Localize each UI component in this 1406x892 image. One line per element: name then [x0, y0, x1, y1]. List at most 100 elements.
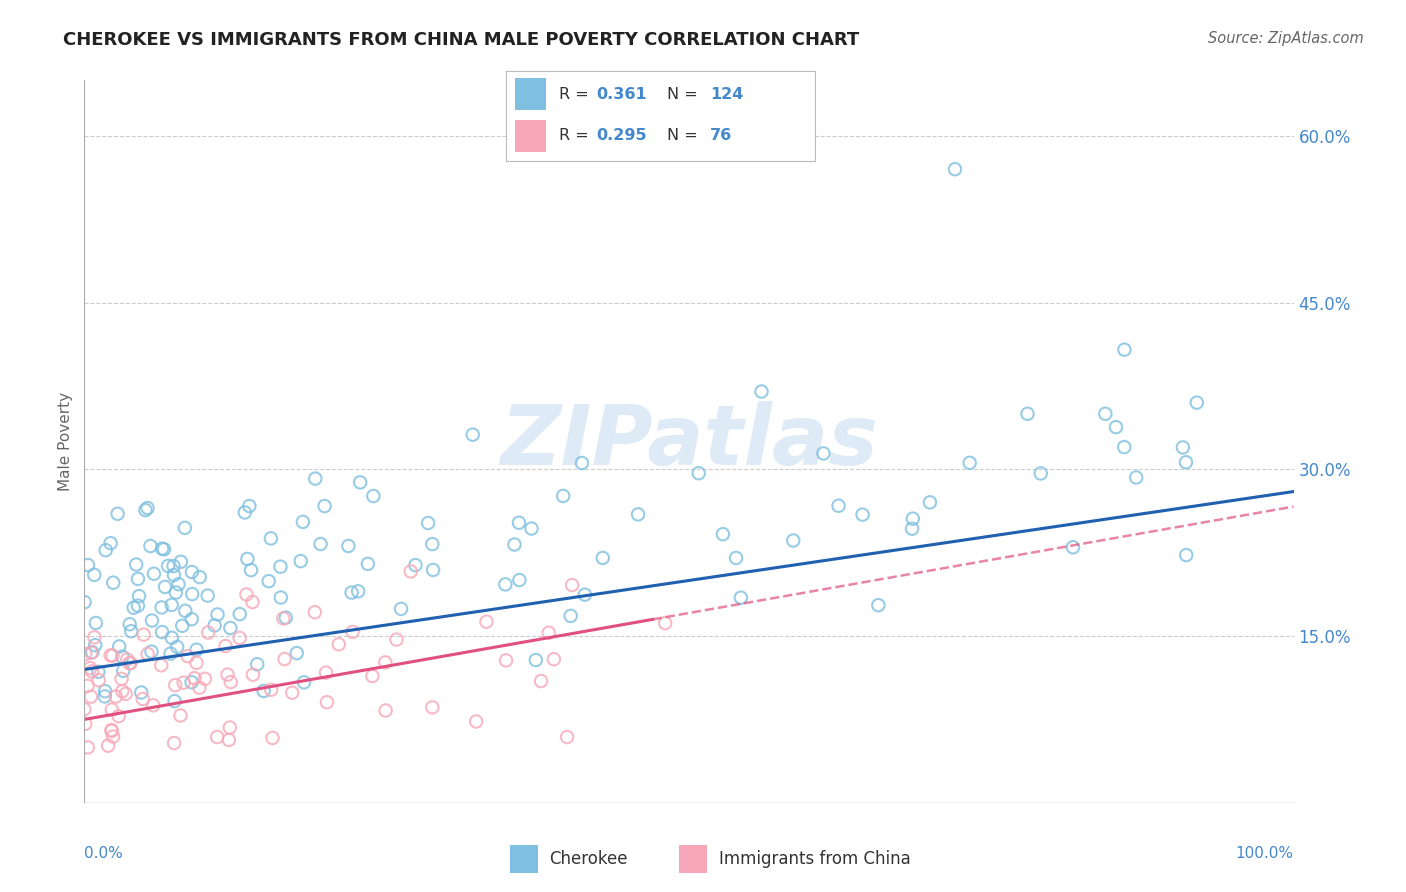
Point [281, 686, 304, 700]
Point [100, 648, 122, 663]
Point [217, 667, 239, 681]
Point [180, 675, 202, 690]
Text: Source: ZipAtlas.com: Source: ZipAtlas.com [1208, 31, 1364, 46]
Point [270, 591, 292, 605]
Point [508, 516, 530, 530]
Point [422, 537, 444, 551]
Point [83, 630, 105, 644]
Point [75, 647, 97, 661]
Point [730, 591, 752, 605]
Point [361, 669, 384, 683]
Text: 76: 76 [710, 128, 733, 143]
Point [166, 640, 188, 654]
Point [104, 690, 127, 704]
Text: R =: R = [558, 128, 593, 143]
Bar [516, 120, 547, 152]
Point [150, 541, 173, 556]
Point [204, 618, 226, 632]
Point [186, 642, 208, 657]
Point [172, 619, 194, 633]
Point [228, 631, 250, 645]
Point [520, 522, 543, 536]
Point [194, 672, 217, 686]
Point [173, 675, 195, 690]
Point [269, 559, 291, 574]
Point [309, 537, 332, 551]
Point [75, 717, 97, 731]
Point [1114, 343, 1136, 357]
Text: 124: 124 [710, 87, 744, 102]
Point [136, 501, 159, 516]
Point [207, 607, 229, 622]
Point [112, 664, 135, 678]
Point [79, 661, 101, 675]
Point [1171, 441, 1194, 455]
Bar [510, 845, 537, 872]
Point [257, 574, 280, 589]
Point [530, 674, 553, 689]
Point [157, 558, 180, 573]
Text: Cherokee: Cherokee [550, 849, 628, 868]
Point [150, 600, 173, 615]
Point [235, 587, 257, 601]
Point [273, 611, 295, 625]
Point [1105, 420, 1128, 434]
Point [80, 690, 103, 704]
Point [100, 723, 122, 738]
Point [374, 704, 396, 718]
Point [627, 508, 650, 522]
Bar [516, 78, 547, 110]
Point [304, 605, 326, 619]
Point [357, 557, 380, 571]
Point [165, 678, 187, 692]
Point [183, 671, 205, 685]
Point [1029, 467, 1052, 481]
Point [711, 527, 734, 541]
Point [688, 467, 710, 481]
Point [292, 675, 315, 690]
Point [107, 709, 129, 723]
Point [87, 665, 110, 679]
Point [918, 495, 941, 509]
Point [134, 503, 156, 517]
Text: N =: N = [666, 87, 703, 102]
Point [219, 675, 242, 690]
Point [114, 687, 136, 701]
Point [827, 499, 849, 513]
Point [571, 456, 593, 470]
Point [76, 740, 98, 755]
Point [901, 511, 924, 525]
Point [132, 627, 155, 641]
Point [349, 475, 371, 490]
Point [139, 539, 162, 553]
Point [100, 536, 122, 550]
Text: ZIPatlas: ZIPatlas [501, 401, 877, 482]
Point [218, 733, 240, 747]
Point [725, 551, 748, 566]
Point [150, 658, 173, 673]
Point [262, 731, 284, 745]
Point [229, 607, 252, 621]
Point [851, 508, 873, 522]
Point [94, 684, 117, 698]
Point [420, 700, 443, 714]
Point [1114, 440, 1136, 454]
Point [233, 505, 256, 519]
Point [274, 611, 297, 625]
Point [1125, 470, 1147, 484]
Point [1185, 395, 1208, 409]
Point [342, 624, 364, 639]
Point [84, 638, 107, 652]
Point [82, 645, 104, 659]
Point [94, 543, 117, 558]
Point [285, 646, 308, 660]
Point [160, 631, 183, 645]
Point [108, 640, 131, 654]
Point [461, 427, 484, 442]
Point [291, 515, 314, 529]
Point [76, 679, 98, 693]
Point [465, 714, 488, 729]
Point [508, 573, 530, 587]
Point [399, 565, 422, 579]
Point [80, 646, 103, 660]
